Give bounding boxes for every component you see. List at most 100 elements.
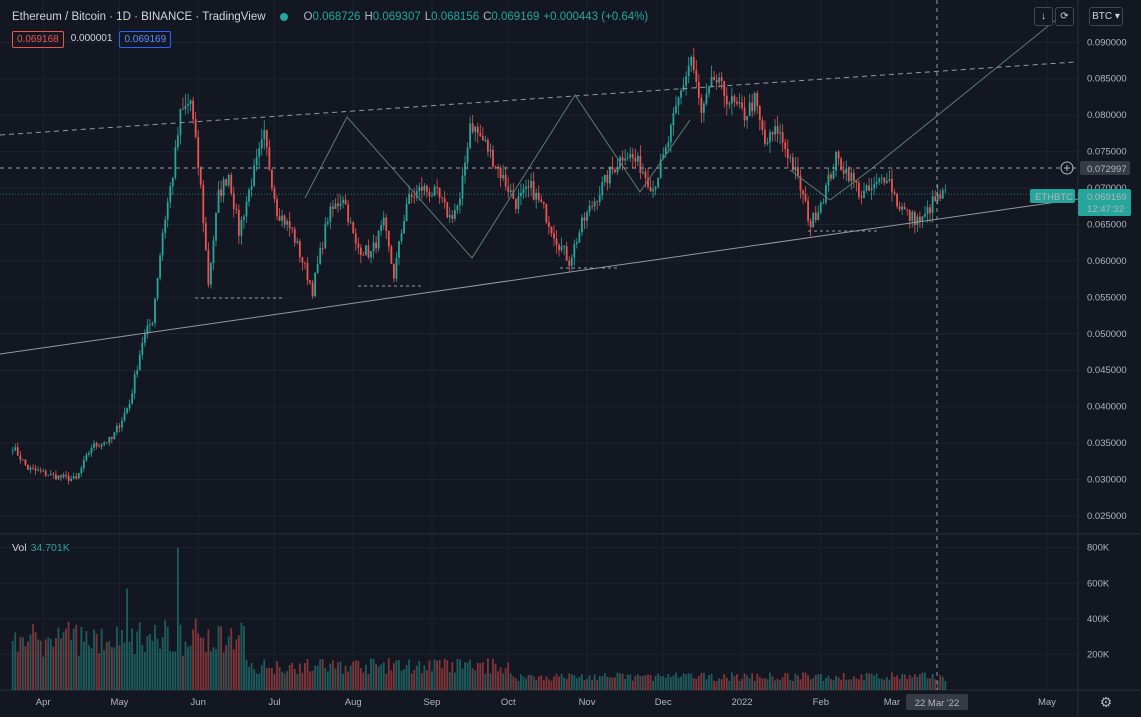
candle-body: [855, 180, 858, 183]
candle-body: [588, 205, 591, 213]
volume-bar: [634, 675, 637, 690]
volume-bar: [161, 637, 164, 690]
volume-bar: [558, 676, 560, 690]
time-tick-label: Oct: [501, 697, 516, 708]
volume-bar: [888, 679, 891, 690]
volume-bar: [456, 658, 459, 690]
volume-bar: [598, 675, 601, 690]
candle-body: [492, 149, 494, 167]
candle-body: [197, 136, 200, 168]
candle-body: [514, 198, 517, 209]
candle-body: [159, 255, 161, 279]
candle-body: [337, 203, 339, 207]
volume-bar: [215, 649, 217, 690]
candle-body: [797, 167, 799, 176]
volume-bar: [410, 673, 413, 690]
candle-body: [301, 257, 304, 263]
candle-body: [352, 222, 355, 234]
candle-body: [298, 241, 301, 258]
candle-body: [156, 278, 159, 299]
volume-bar: [906, 678, 909, 690]
candle-body: [420, 186, 423, 191]
candle-body: [202, 184, 205, 224]
volume-bar: [433, 659, 436, 690]
volume-bar: [413, 669, 416, 690]
candle-body: [438, 187, 441, 198]
volume-bar: [47, 637, 50, 690]
volume-bar: [492, 658, 494, 690]
candle-body: [789, 157, 792, 159]
volume-bar: [855, 678, 858, 690]
volume-bar: [565, 679, 568, 690]
volume-bar: [121, 630, 123, 690]
high-label: H: [364, 11, 373, 23]
volume-bar: [631, 680, 634, 690]
candle-body: [471, 123, 474, 132]
volume-bar: [802, 672, 804, 690]
volume-bar: [908, 674, 911, 690]
volume-bar: [715, 681, 718, 690]
candle-body: [614, 169, 616, 173]
volume-bar: [703, 672, 705, 690]
candle-body: [736, 101, 738, 104]
arrow-down-icon[interactable]: ↓: [1034, 7, 1053, 26]
candle-body: [852, 172, 855, 181]
ask-price[interactable]: 0.069169: [119, 31, 172, 48]
volume-bar: [105, 642, 108, 690]
volume-bar: [194, 618, 197, 690]
volume-bar: [809, 679, 812, 690]
volume-bar: [65, 628, 67, 690]
volume-bar: [354, 660, 357, 690]
volume-bar: [296, 673, 299, 690]
candle-body: [776, 126, 779, 134]
candle-body: [530, 180, 533, 188]
gear-icon[interactable]: ⚙: [1099, 694, 1113, 710]
candle-body: [741, 102, 743, 108]
volume-bar: [159, 648, 161, 690]
candle-body: [545, 204, 548, 223]
candle-body: [784, 142, 787, 149]
candle-body: [385, 217, 388, 231]
volume-bar: [24, 646, 27, 690]
candle-body: [349, 222, 352, 223]
volume-bar: [614, 677, 616, 690]
volume-bar: [868, 673, 870, 690]
volume-bar: [276, 661, 278, 690]
candle-body: [814, 212, 817, 221]
price-tick-label: 0.030000: [1087, 475, 1127, 486]
candle-body: [235, 208, 238, 211]
bid-price[interactable]: 0.069168: [12, 31, 64, 48]
volume-bar: [131, 628, 134, 690]
candle-body: [453, 209, 456, 219]
volume-bar: [115, 626, 118, 690]
volume-bar: [901, 674, 904, 690]
candle-body: [893, 192, 896, 195]
candle-body: [553, 233, 555, 239]
currency-selector[interactable]: BTC ▾: [1089, 7, 1123, 26]
time-tick-label: May: [110, 697, 128, 708]
refresh-icon[interactable]: ⟳: [1055, 7, 1074, 26]
candle-body: [827, 174, 830, 186]
add-alert-icon: [1060, 161, 1074, 175]
time-tick-label: Mar: [884, 697, 900, 708]
volume-bar: [141, 644, 144, 690]
volume-bar: [248, 666, 250, 690]
candle-body: [680, 90, 682, 98]
volume-bar: [797, 675, 799, 690]
volume-bar: [751, 673, 754, 690]
volume-bar: [395, 660, 398, 690]
candle-body: [868, 185, 870, 191]
volume-bar: [187, 646, 189, 690]
volume-bar: [858, 679, 860, 690]
candle-body: [885, 180, 888, 183]
candle-body: [377, 230, 380, 249]
symbol-title[interactable]: Ethereum / Bitcoin · 1D · BINANCE · Trad…: [12, 11, 266, 23]
volume-bar: [258, 673, 261, 690]
candle-body: [819, 202, 822, 213]
candle-body: [400, 233, 403, 242]
candle-body: [161, 232, 164, 256]
candle-body: [880, 177, 883, 179]
volume-bar: [647, 674, 649, 690]
volume-bar: [466, 662, 469, 690]
